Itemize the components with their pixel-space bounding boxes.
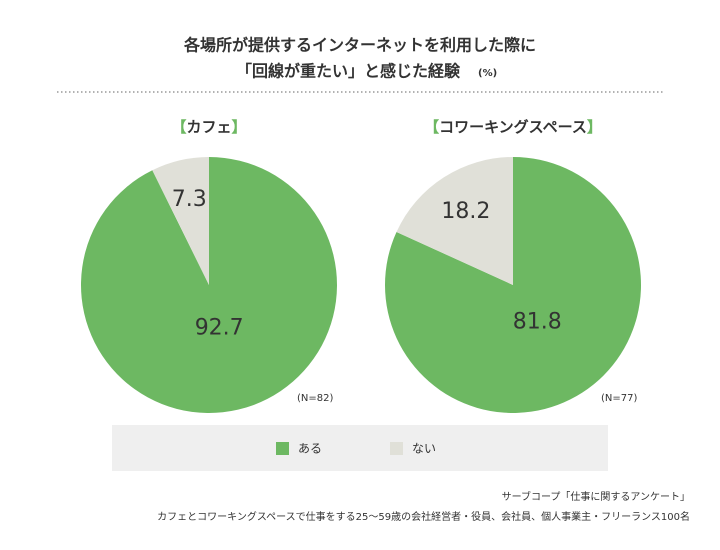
legend-label: ある <box>298 442 322 456</box>
chart-title-text: コワーキングスペース <box>439 118 587 136</box>
value-label: 81.8 <box>513 310 562 335</box>
legend-label: ない <box>412 442 436 456</box>
legend-swatch <box>276 442 289 455</box>
unit: (%) <box>478 68 497 79</box>
chart-title: 【コワーキングスペース】 <box>424 118 602 136</box>
value-label: 92.7 <box>195 316 244 341</box>
sample-note: (N=82) <box>297 393 333 404</box>
pie-slice <box>396 157 513 285</box>
footer-line2: カフェとコワーキングスペースで仕事をする25〜59歳の会社経営者・役員、会社員、… <box>157 510 690 523</box>
chart-title: 【カフェ】 <box>171 118 246 136</box>
sample-note: (N=77) <box>601 393 637 404</box>
legend-swatch <box>390 442 403 455</box>
legend-box <box>112 425 608 471</box>
title-bracket: 】 <box>587 118 602 136</box>
title-bracket: 【 <box>424 118 439 136</box>
value-label: 7.3 <box>172 187 207 212</box>
value-label: 18.2 <box>441 199 490 224</box>
pie-slice <box>152 157 209 285</box>
title-bracket: 【 <box>171 118 186 136</box>
title-line2: 「回線が重たい」と感じた経験 <box>236 62 461 81</box>
title-bracket: 】 <box>232 118 247 136</box>
footer-line1: サーブコープ「仕事に関するアンケート」 <box>502 490 690 503</box>
chart-title-text: カフェ <box>186 118 231 136</box>
title-line1: 各場所が提供するインターネットを利用した際に <box>183 36 536 55</box>
